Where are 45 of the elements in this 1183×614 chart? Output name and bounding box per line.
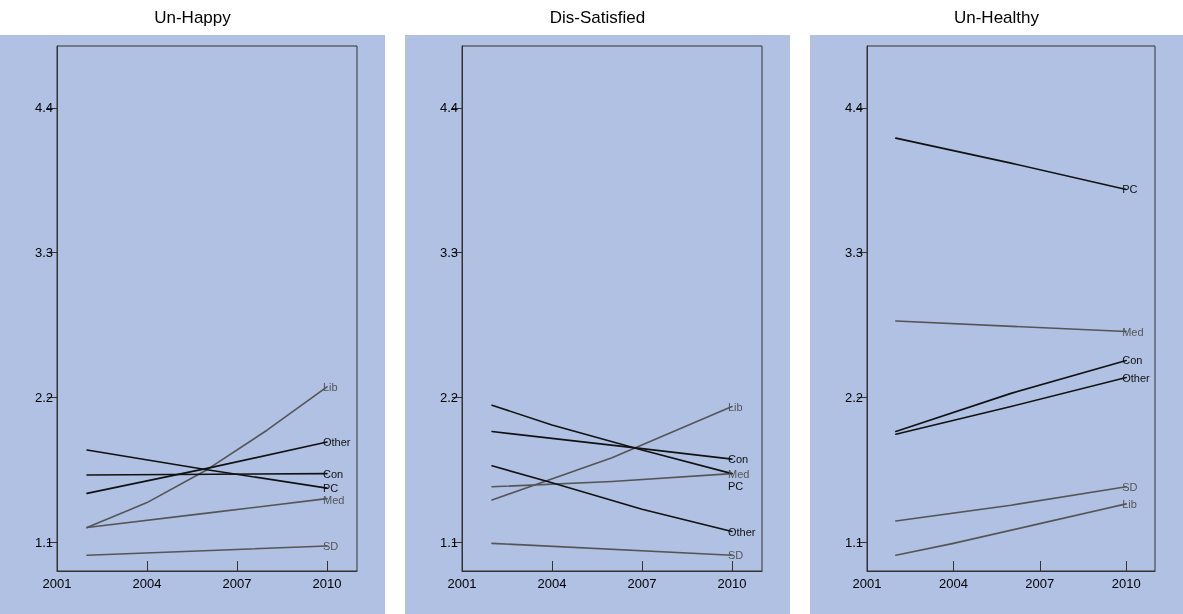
series-label: SD [1122, 480, 1138, 493]
x-tick-label: 2007 [1025, 576, 1055, 591]
series-label: Other [1122, 371, 1151, 384]
series-label: PC [728, 479, 744, 492]
y-tick-label: 3.3 [844, 245, 863, 261]
y-tick-label: 4.4 [844, 100, 863, 116]
y-tick-label: 2.2 [34, 389, 53, 405]
y-tick-label: 3.3 [34, 245, 53, 261]
series-label: Con [1122, 354, 1143, 367]
series-label: SD [728, 549, 744, 562]
series-label: Lib [323, 380, 338, 393]
y-tick-label: 3.3 [439, 245, 458, 261]
series-label: Med [1122, 325, 1144, 338]
y-tick-label: 4.4 [34, 100, 53, 116]
chart-title: Dis-Satisfied [548, 7, 647, 29]
y-tick-label: 1.1 [34, 534, 53, 550]
y-tick-label: 1.1 [844, 534, 863, 550]
x-tick-label: 2004 [938, 576, 968, 591]
series-label: Lib [728, 400, 743, 413]
x-tick-label: 2001 [42, 576, 72, 591]
series-label: Con [728, 453, 749, 466]
x-tick-label: 2010 [717, 576, 747, 591]
x-tick-label: 2004 [132, 576, 162, 591]
x-tick-label: 2001 [447, 576, 477, 591]
series-label: SD [323, 540, 339, 552]
x-tick-label: 2010 [312, 576, 342, 591]
x-tick-label: 2004 [537, 576, 567, 591]
chart-title: Un-Happy [153, 7, 232, 29]
series-label: Other [728, 525, 756, 538]
series-label: PC [1122, 183, 1138, 196]
series-label: Other [323, 436, 351, 449]
x-tick-label: 2007 [627, 576, 657, 591]
y-tick-label: 2.2 [439, 389, 458, 405]
chart-title: Un-Healthy [952, 7, 1040, 29]
y-tick-label: 4.4 [439, 100, 458, 116]
series-label: Med [323, 494, 345, 507]
x-tick-label: 2010 [1111, 576, 1141, 591]
y-tick-label: 2.2 [844, 389, 863, 405]
series-label: PC [323, 482, 339, 495]
series-label: Med [728, 467, 750, 480]
series-label: Con [323, 467, 344, 480]
series-label: Lib [1122, 497, 1137, 510]
y-tick-label: 1.1 [439, 534, 458, 550]
x-tick-label: 2007 [222, 576, 252, 591]
x-tick-label: 2001 [852, 576, 882, 591]
